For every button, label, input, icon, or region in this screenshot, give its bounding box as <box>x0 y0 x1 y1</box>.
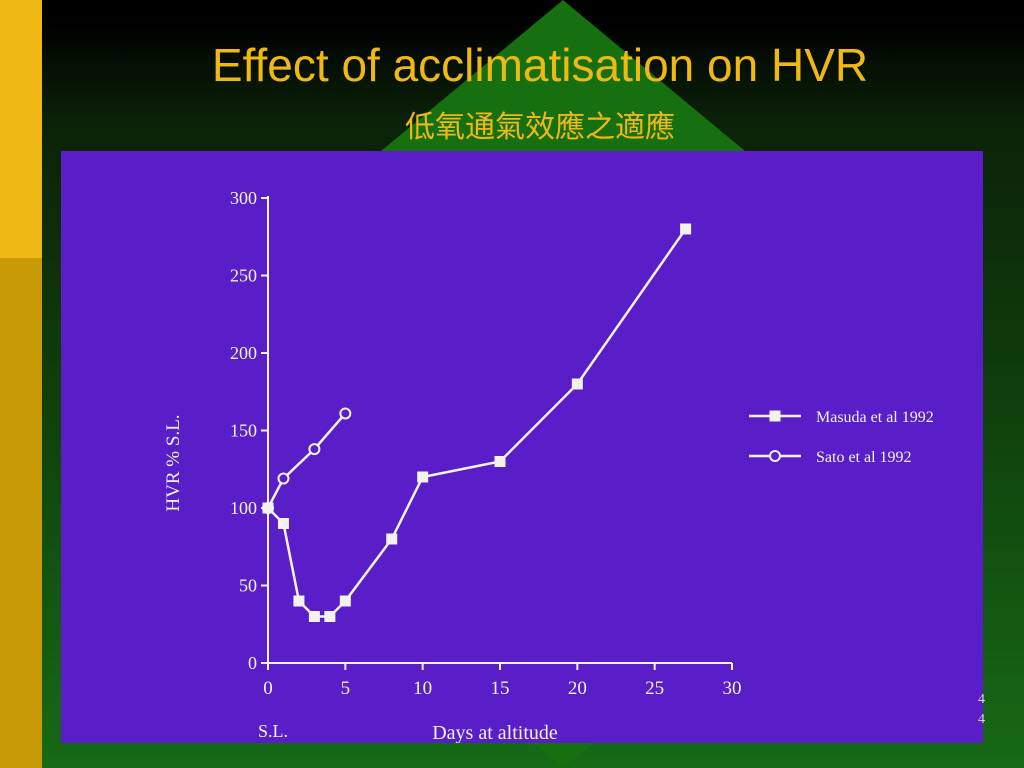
slide-page-marks: 4 4 <box>978 690 985 730</box>
chart-legend: Masuda et al 1992 Sato et al 1992 <box>749 409 934 466</box>
data-point-circle <box>308 443 321 456</box>
slide-subtitle: 低氧通氣效應之適應 <box>405 110 675 145</box>
x-tick-label: 20 <box>568 678 587 699</box>
x-tick-label: 0 <box>263 678 273 699</box>
x-tick-label: 5 <box>341 678 351 699</box>
y-tick-label: 150 <box>230 421 257 441</box>
y-tick-label: 100 <box>230 498 257 518</box>
page-mark: 4 <box>978 712 985 727</box>
accent-stripe-top <box>0 0 42 258</box>
x-axis-sl-label: S.L. <box>258 721 288 741</box>
x-axis-label: Days at altitude <box>432 722 558 743</box>
y-axis-label: HVR % S.L. <box>163 414 184 511</box>
data-point-square <box>293 595 305 607</box>
x-tick-label: 15 <box>491 678 510 699</box>
legend-entry: Masuda et al 1992 <box>749 409 934 426</box>
series-square <box>262 223 692 622</box>
y-tick-label: 300 <box>230 188 257 208</box>
chart-axes: 0 50 100 150 200 250 300 0 5 10 15 20 25 30 <box>230 188 742 699</box>
chart-series <box>262 223 692 622</box>
hvr-line-chart: 0 50 100 150 200 250 300 0 5 10 15 20 25 30 Masuda et… <box>163 188 934 743</box>
data-point-square <box>494 456 506 467</box>
data-point-square <box>277 518 289 529</box>
data-point-square <box>417 471 429 483</box>
data-point-square <box>324 611 336 622</box>
slide-title: Effect of acclimatisation on HVR <box>211 39 869 91</box>
chart-panel: 0 50 100 150 200 250 300 0 5 10 15 20 25 30 Masuda et… <box>61 151 983 743</box>
y-tick-label: 200 <box>230 343 257 363</box>
x-tick-label: 25 <box>645 678 664 699</box>
data-point-circle <box>277 472 290 485</box>
page-mark: 4 <box>978 692 985 707</box>
data-point-square <box>339 595 351 607</box>
data-point-square <box>769 410 781 422</box>
data-point-circle <box>769 450 781 462</box>
series-line <box>267 228 687 618</box>
legend-entry: Sato et al 1992 <box>749 449 912 466</box>
x-tick-label: 30 <box>723 678 742 699</box>
data-point-square <box>308 611 320 622</box>
series-line <box>266 412 347 509</box>
data-point-square <box>571 378 583 390</box>
data-point-circle <box>339 407 352 420</box>
y-tick-label: 50 <box>239 576 257 596</box>
series-circle <box>262 407 352 514</box>
legend-label: Masuda et al 1992 <box>816 409 934 426</box>
y-tick-label: 250 <box>230 266 257 286</box>
legend-label: Sato et al 1992 <box>816 449 912 466</box>
y-tick-label: 0 <box>248 653 257 673</box>
data-point-square <box>262 502 274 514</box>
accent-stripe-bottom <box>0 258 42 768</box>
data-point-square <box>680 223 692 235</box>
data-point-square <box>386 533 398 545</box>
x-tick-label: 10 <box>413 678 432 699</box>
